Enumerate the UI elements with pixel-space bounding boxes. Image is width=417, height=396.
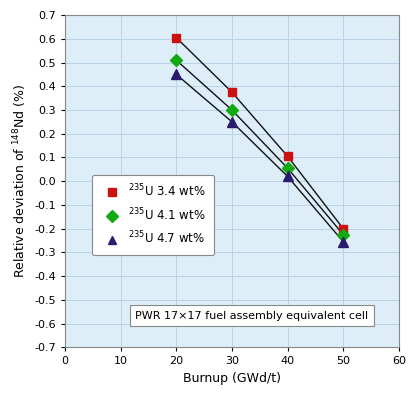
X-axis label: Burnup (GWd/t): Burnup (GWd/t): [183, 372, 281, 385]
Text: PWR 17×17 fuel assembly equivalent cell: PWR 17×17 fuel assembly equivalent cell: [136, 311, 369, 321]
Y-axis label: Relative deviation of $^{148}$Nd (%): Relative deviation of $^{148}$Nd (%): [11, 84, 29, 278]
Legend: $^{235}$U 3.4 wt%, $^{235}$U 4.1 wt%, $^{235}$U 4.7 wt%: $^{235}$U 3.4 wt%, $^{235}$U 4.1 wt%, $^…: [92, 175, 214, 255]
